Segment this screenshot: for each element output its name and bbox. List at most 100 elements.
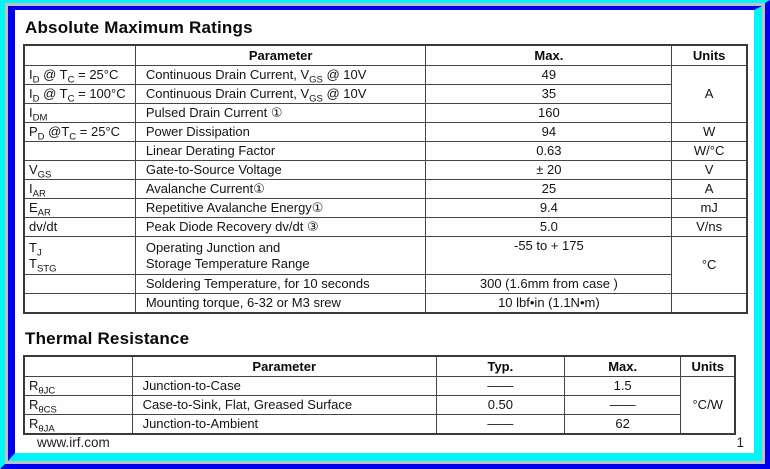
- thermal-table: Parameter Typ. Max. Units RθJC Junction-…: [23, 355, 736, 435]
- max-cell: 25: [425, 179, 673, 199]
- max-cell: ± 20: [425, 160, 673, 180]
- max-cell: 300 (1.6mm from case ): [425, 274, 673, 294]
- max-cell: 10 lbf•in (1.1N•m): [425, 293, 673, 314]
- symbol-cell: [23, 274, 136, 294]
- symbol-cell: EAR: [23, 198, 136, 218]
- units-cell: °C/W: [680, 376, 736, 435]
- abs-max-table: Parameter Max. Units ID @ TC = 25°C Cont…: [23, 44, 748, 314]
- symbol-cell: ID @ TC = 25°C: [23, 65, 136, 85]
- parameter-cell: Peak Diode Recovery dv/dt ③: [134, 217, 427, 237]
- units-cell: W: [671, 122, 748, 142]
- max-cell: 0.63: [425, 141, 673, 161]
- max-cell: 49: [425, 65, 673, 85]
- max-header-cell: Max.: [563, 355, 682, 377]
- typ-header-cell: Typ.: [435, 355, 565, 377]
- symbol-cell: ID @ TC = 100°C: [23, 84, 136, 104]
- symbol-cell: VGS: [23, 160, 136, 180]
- units-cell: [671, 293, 748, 314]
- max-header-cell: Max.: [425, 44, 673, 66]
- table-row: IDM Pulsed Drain Current ① 160: [23, 103, 747, 123]
- symbol-cell: RθJA: [23, 414, 133, 435]
- page-content: Absolute Maximum Ratings Parameter Max. …: [15, 10, 754, 453]
- parameter-cell: Power Dissipation: [134, 122, 427, 142]
- units-cell: V/ns: [671, 217, 748, 237]
- units-cell: °C: [671, 236, 748, 294]
- symbol-cell: IDM: [23, 103, 136, 123]
- max-cell: ——: [563, 395, 682, 415]
- abs-max-header-row: Parameter Max. Units: [23, 44, 748, 66]
- max-cell: 1.5: [563, 376, 682, 396]
- table-row: EAR Repetitive Avalanche Energy① 9.4 mJ: [23, 198, 748, 218]
- symbol-cell: [23, 293, 136, 314]
- parameter-cell: Repetitive Avalanche Energy①: [134, 198, 427, 218]
- table-row: dv/dt Peak Diode Recovery dv/dt ③ 5.0 V/…: [23, 217, 748, 237]
- table-row: ID @ TC = 25°C Continuous Drain Current,…: [23, 65, 748, 123]
- parameter-cell: Mounting torque, 6-32 or M3 srew: [134, 293, 427, 314]
- symbol-cell: dv/dt: [23, 217, 136, 237]
- parameter-cell: Continuous Drain Current, VGS @ 10V: [134, 65, 427, 85]
- typ-cell: ——: [435, 376, 565, 396]
- parameter-cell: Case-to-Sink, Flat, Greased Surface: [131, 395, 437, 415]
- page-number: 1: [736, 435, 744, 450]
- parameter-cell: Gate-to-Source Voltage: [134, 160, 427, 180]
- section-title-thermal-resistance: Thermal Resistance: [25, 329, 190, 348]
- table-row: ID @ TC = 100°C Continuous Drain Current…: [23, 84, 747, 104]
- parameter-header-cell: Parameter: [134, 44, 427, 66]
- parameter-cell: Junction-to-Ambient: [131, 414, 437, 435]
- parameter-cell: Junction-to-Case: [131, 376, 437, 396]
- table-row: VGS Gate-to-Source Voltage ± 20 V: [23, 160, 748, 180]
- symbol-line-1: TJ: [29, 239, 42, 259]
- units-cell: A: [671, 65, 748, 123]
- inner-bevel-frame: Absolute Maximum Ratings Parameter Max. …: [8, 6, 762, 461]
- max-cell: -55 to + 175: [425, 236, 673, 275]
- units-header-cell: Units: [680, 355, 736, 377]
- symbol-cell: PD @TC = 25°C: [23, 122, 136, 142]
- symbol-cell: RθJC: [23, 376, 133, 396]
- parameter-cell: Avalanche Current①: [134, 179, 427, 199]
- table-row: Soldering Temperature, for 10 seconds 30…: [23, 274, 747, 294]
- symbol-cell: IAR: [23, 179, 136, 199]
- symbol-cell: [23, 141, 136, 161]
- parameter-cell: Linear Derating Factor: [134, 141, 427, 161]
- table-row: RθJA Junction-to-Ambient —— 62: [23, 414, 735, 435]
- max-cell: 5.0: [425, 217, 673, 237]
- table-row: TJ TSTG Operating Junction and Storage T…: [23, 236, 748, 294]
- parameter-line-1: Operating Junction and: [145, 239, 281, 255]
- parameter-cell: Operating Junction and Storage Temperatu…: [134, 236, 427, 275]
- table-row: RθCS Case-to-Sink, Flat, Greased Surface…: [23, 395, 735, 415]
- parameter-cell: Soldering Temperature, for 10 seconds: [134, 274, 427, 294]
- table-row: RθJC Junction-to-Case —— 1.5 °C/W: [23, 376, 736, 435]
- max-cell: 94: [425, 122, 673, 142]
- section-title-absolute-maximum-ratings: Absolute Maximum Ratings: [25, 18, 253, 37]
- parameter-cell: Pulsed Drain Current ①: [134, 103, 427, 123]
- max-cell: 9.4: [425, 198, 673, 218]
- units-cell: V: [671, 160, 748, 180]
- table-row: IAR Avalanche Current① 25 A: [23, 179, 748, 199]
- symbol-header-cell: [23, 44, 136, 66]
- units-header-cell: Units: [671, 44, 748, 66]
- max-cell: 35: [425, 84, 673, 104]
- table-row: PD @TC = 25°C Power Dissipation 94 W: [23, 122, 748, 142]
- symbol-cell: TJ TSTG: [23, 236, 136, 275]
- frame-gap: Absolute Maximum Ratings Parameter Max. …: [5, 3, 765, 464]
- table-row: Mounting torque, 6-32 or M3 srew 10 lbf•…: [23, 293, 748, 314]
- typ-cell: 0.50: [435, 395, 565, 415]
- table-row: Linear Derating Factor 0.63 W/°C: [23, 141, 748, 161]
- max-cell: 62: [563, 414, 682, 435]
- max-cell: 160: [425, 103, 673, 123]
- website-url: www.irf.com: [37, 435, 110, 450]
- parameter-header-cell: Parameter: [131, 355, 437, 377]
- symbol-line-2: TSTG: [29, 255, 57, 275]
- units-cell: A: [671, 179, 748, 199]
- parameter-cell: Continuous Drain Current, VGS @ 10V: [134, 84, 427, 104]
- units-cell: mJ: [671, 198, 748, 218]
- symbol-header-cell: [23, 355, 133, 377]
- typ-cell: ——: [435, 414, 565, 435]
- thermal-header-row: Parameter Typ. Max. Units: [23, 355, 736, 377]
- symbol-cell: RθCS: [23, 395, 133, 415]
- parameter-line-2: Storage Temperature Range: [145, 255, 310, 271]
- page-footer: www.irf.com 1: [23, 435, 748, 452]
- units-cell: W/°C: [671, 141, 748, 161]
